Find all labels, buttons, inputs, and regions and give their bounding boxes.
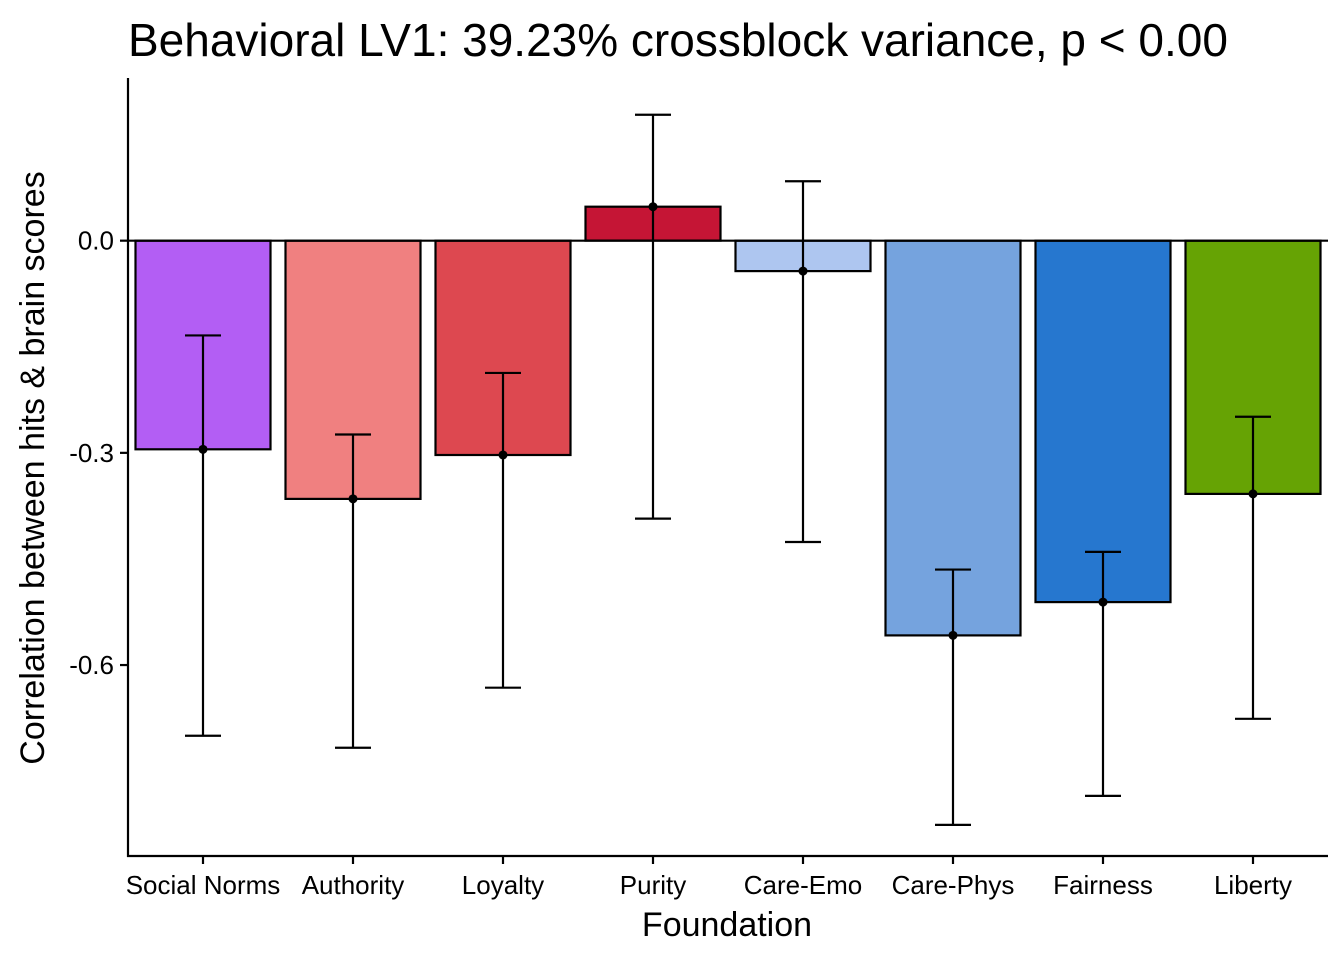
x-tick-label-care-phys: Care-Phys — [892, 870, 1015, 900]
bar-fairness — [1034, 239, 1172, 604]
x-tick-label-social-norms: Social Norms — [126, 870, 281, 900]
x-tick-label-fairness: Fairness — [1053, 870, 1153, 900]
x-tick-label-authority: Authority — [302, 870, 405, 900]
mean-point-liberty — [1248, 489, 1258, 499]
x-tick-label-loyalty: Loyalty — [462, 870, 544, 900]
y-tick-label: -0.6 — [69, 650, 114, 680]
mean-point-loyalty — [498, 450, 508, 460]
mean-point-purity — [648, 202, 658, 212]
mean-point-authority — [348, 494, 358, 504]
chart-title: Behavioral LV1: 39.23% crossblock varian… — [128, 14, 1228, 66]
x-tick-label-purity: Purity — [620, 870, 686, 900]
plot-area: Social Norms Authority Loyalty Purity Care-E… — [69, 78, 1328, 900]
mean-point-social-norms — [198, 444, 208, 454]
mean-point-care-phys — [948, 630, 958, 640]
x-axis-title: Foundation — [642, 906, 812, 944]
y-tick-label: -0.3 — [69, 438, 114, 468]
mean-point-fairness — [1098, 597, 1108, 607]
mean-point-care-emo — [798, 266, 808, 276]
x-tick-label-care-emo: Care-Emo — [744, 870, 862, 900]
x-tick-label-liberty: Liberty — [1214, 870, 1292, 900]
y-tick-label: 0.0 — [78, 226, 114, 256]
y-axis-title: Correlation between hits & brain scores — [14, 171, 52, 764]
